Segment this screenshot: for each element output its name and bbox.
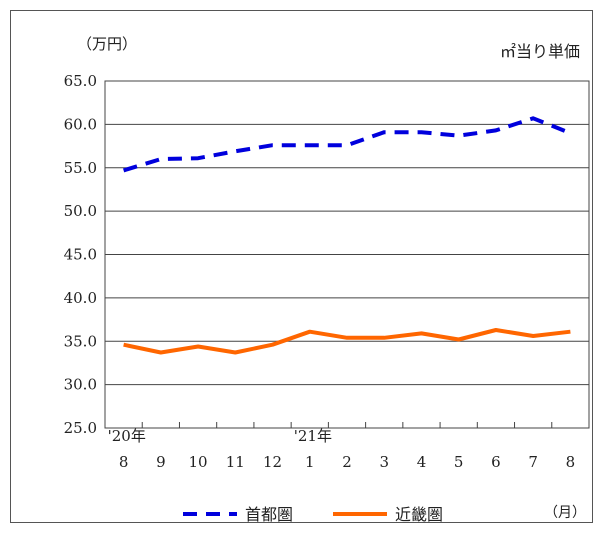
x-tick-label: 9 xyxy=(156,453,166,471)
x-tick-label: 8 xyxy=(119,453,129,471)
y-tick-label: 25.0 xyxy=(64,419,97,437)
x-tick-label: 12 xyxy=(263,453,282,471)
line-chart: 25.0 30.0 35.0 40.0 45.0 50.0 55.0 60.0 65.0 8 9 1… xyxy=(64,35,590,524)
x-tick-label: 11 xyxy=(226,453,245,471)
y-tick-label: 65.0 xyxy=(64,72,97,90)
x-tick-label: 1 xyxy=(305,453,315,471)
series-line-1 xyxy=(123,116,572,173)
gridlines xyxy=(105,80,589,429)
unit-label: （万円） xyxy=(77,35,137,53)
x-tick-label: 4 xyxy=(417,453,427,471)
legend-label-1: 首都圏 xyxy=(245,505,293,524)
series-lines xyxy=(123,116,572,355)
y-tick-label: 40.0 xyxy=(64,289,97,307)
x-year-label: '20年 xyxy=(108,427,146,445)
y-axis-ticks: 25.0 30.0 35.0 40.0 45.0 50.0 55.0 60.0 65.0 xyxy=(64,72,97,437)
chart-subtitle: ㎡当り単価 xyxy=(500,42,580,61)
x-tick-label: 5 xyxy=(454,453,464,471)
x-axis-ticks: 8 9 10 11 12 1 2 3 4 5 6 7 8'20年 '21年 xyxy=(108,422,576,471)
y-tick-label: 60.0 xyxy=(64,115,97,133)
series-line-2 xyxy=(123,328,571,355)
x-year-label: '21年 xyxy=(294,427,332,445)
chart-frame: 25.0 30.0 35.0 40.0 45.0 50.0 55.0 60.0 65.0 8 9 1… xyxy=(10,10,593,524)
x-tick-label: 10 xyxy=(189,453,208,471)
x-tick-label: 6 xyxy=(491,453,501,471)
x-tick-label: 2 xyxy=(342,453,352,471)
y-tick-label: 50.0 xyxy=(64,202,97,220)
x-tick-label: 8 xyxy=(566,453,576,471)
x-tick-label: 3 xyxy=(379,453,389,471)
y-tick-label: 45.0 xyxy=(64,246,97,264)
legend: 首都圏 近畿圏 xyxy=(183,505,443,524)
y-tick-label: 30.0 xyxy=(64,376,97,394)
x-tick-label: 7 xyxy=(528,453,538,471)
legend-label-2: 近畿圏 xyxy=(395,505,443,524)
y-tick-label: 55.0 xyxy=(64,159,97,177)
y-tick-label: 35.0 xyxy=(64,332,97,350)
x-axis-unit-label: （月） xyxy=(544,505,586,521)
